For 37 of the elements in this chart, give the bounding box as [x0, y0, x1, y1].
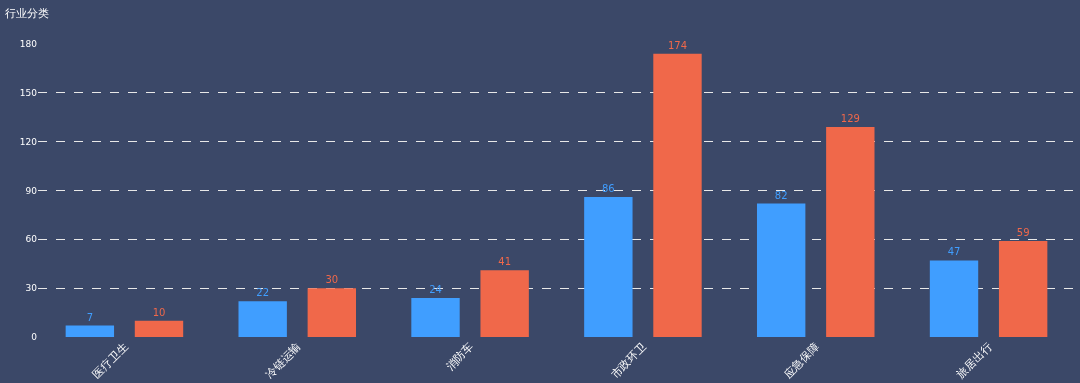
bar	[134, 320, 184, 337]
y-tick-label: 120	[19, 136, 38, 147]
data-label: 82	[774, 189, 788, 201]
bar	[584, 197, 633, 337]
data-label: 59	[1016, 226, 1030, 238]
data-label: 22	[256, 287, 270, 299]
x-tick-label: 冷链运输	[262, 340, 304, 381]
bar	[929, 260, 979, 337]
data-label: 86	[601, 183, 615, 195]
bar	[65, 325, 115, 337]
x-tick-label: 旅居出行	[954, 340, 995, 381]
y-tick-label: 150	[19, 87, 38, 98]
data-label: 174	[667, 39, 688, 51]
y-tick-label: 90	[25, 185, 38, 196]
bar	[826, 127, 875, 337]
data-label: 41	[498, 256, 512, 268]
bar	[756, 203, 806, 337]
y-tick-label: 60	[25, 234, 38, 245]
y-tick-label: 0	[31, 332, 38, 343]
y-tick-label: 180	[19, 39, 38, 50]
x-tick-label: 消防车	[443, 340, 477, 373]
data-label: 129	[840, 113, 860, 125]
bar	[411, 297, 460, 337]
bar	[653, 53, 702, 337]
x-tick-label: 医疗卫生	[90, 340, 131, 381]
chart-title: 行业分类	[5, 7, 50, 21]
data-label: 47	[947, 246, 961, 258]
y-tick-label: 30	[25, 283, 38, 294]
bar	[998, 240, 1048, 337]
bar	[480, 270, 529, 337]
bar	[238, 301, 287, 337]
x-tick-label: 应急保障	[781, 340, 822, 381]
data-label: 10	[152, 306, 166, 318]
x-tick-label: 市政环卫	[608, 340, 649, 381]
data-label: 7	[86, 311, 94, 323]
bar	[307, 288, 357, 337]
data-label: 30	[325, 274, 339, 286]
